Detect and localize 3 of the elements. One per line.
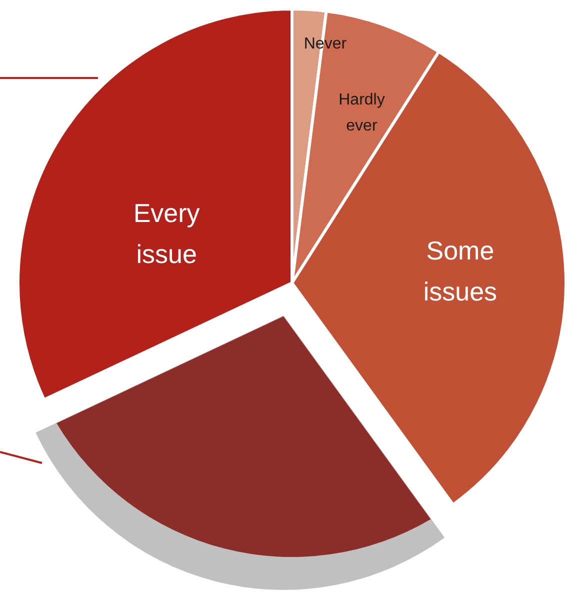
- slice-label: Every issue: [133, 198, 200, 269]
- slice-label: Hardly ever: [338, 92, 385, 135]
- slice-label: Some issues: [423, 235, 498, 306]
